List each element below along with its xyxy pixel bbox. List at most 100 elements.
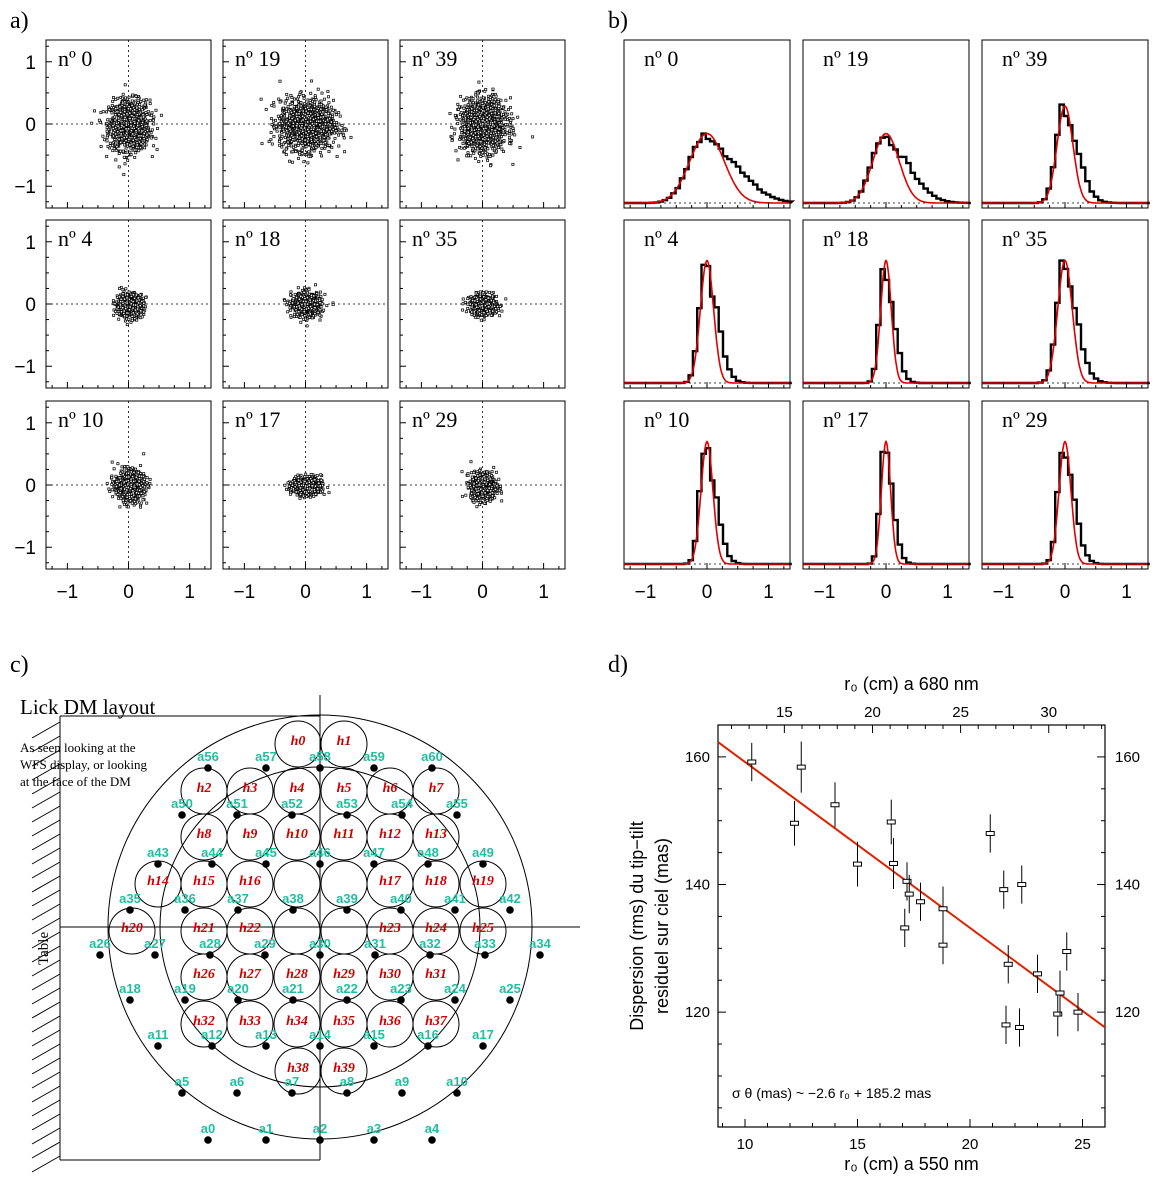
- subaperture-label: h24: [425, 921, 447, 936]
- actuator-label: a4: [425, 1121, 440, 1136]
- data-point: [747, 742, 757, 782]
- data-point: [904, 874, 914, 914]
- point-marker: [938, 906, 948, 912]
- histogram-steps: [982, 103, 1150, 205]
- subaperture-circle-center: [273, 860, 321, 908]
- data-point: [1001, 1005, 1011, 1045]
- point-marker: [916, 899, 925, 905]
- scatter-points: [90, 83, 163, 177]
- scatter-subplot: nº 10 −1 0 1 1 0 −1: [14, 400, 212, 603]
- subaperture-label: h26: [193, 967, 215, 982]
- actuator-label: a18: [119, 981, 141, 996]
- actuator-dot: [316, 860, 324, 868]
- point-marker: [1033, 971, 1042, 977]
- data-point: [985, 814, 995, 853]
- y-tick-label: 1: [25, 233, 36, 254]
- subaperture-circle: [226, 860, 274, 908]
- actuator-dot: [262, 1042, 270, 1050]
- actuator-dot: [208, 860, 216, 868]
- subaperture-label: h11: [333, 827, 354, 842]
- x-tick-label: 25: [1074, 1136, 1091, 1153]
- actuator-dot: [233, 1089, 241, 1097]
- actuator-label: a51: [226, 796, 248, 811]
- data-point: [938, 886, 948, 932]
- subaperture-circle: [412, 953, 460, 1001]
- histogram-steps: [624, 263, 792, 385]
- actuator-label: a16: [417, 1027, 439, 1042]
- actuator-label: a31: [364, 936, 386, 951]
- gaussian-fit-curve: [803, 439, 969, 565]
- actuator-label: a42: [499, 891, 521, 906]
- subaperture-label: h35: [333, 1014, 355, 1029]
- data-point: [1015, 1008, 1024, 1047]
- actuator-label: a13: [255, 1027, 277, 1042]
- scatter-subplot: nº 19: [222, 39, 389, 209]
- actuator-label: a36: [174, 891, 196, 906]
- actuator-dot: [316, 951, 324, 959]
- actuator-dot: [428, 764, 436, 772]
- actuator-label: a47: [363, 845, 385, 860]
- actuator-dot: [424, 860, 432, 868]
- actuator-label: a9: [395, 1074, 409, 1089]
- x-tick-label: 0: [123, 582, 134, 603]
- station-label: nº 18: [823, 226, 868, 251]
- actuator-label: a37: [227, 891, 249, 906]
- layout-note-line: WFS display, or looking: [20, 757, 147, 772]
- histogram-subplot: nº 19: [802, 39, 971, 209]
- station-label: nº 29: [1002, 407, 1047, 432]
- data-point: [1062, 932, 1072, 971]
- actuator-dot: [426, 951, 434, 959]
- point-marker: [796, 764, 806, 770]
- actuator-label: a60: [421, 749, 443, 764]
- scatter-subplot: nº 35: [399, 219, 566, 389]
- plot-frame: [717, 724, 1106, 1128]
- subaperture-label: h36: [379, 1014, 401, 1029]
- subaperture-circle: [273, 1000, 321, 1048]
- station-label: nº 19: [823, 46, 868, 71]
- subaperture-circle: [412, 813, 460, 861]
- point-marker: [938, 942, 948, 948]
- actuator-label: a48: [417, 845, 439, 860]
- subaperture-label: h16: [239, 874, 261, 889]
- histogram-steps: [624, 447, 792, 566]
- actuator-dot: [370, 1042, 378, 1050]
- y-tick-label: 0: [25, 476, 36, 497]
- actuator-dot: [343, 811, 351, 819]
- data-point: [886, 799, 896, 845]
- histogram-subplot: nº 39: [981, 39, 1150, 209]
- station-label: nº 10: [58, 407, 103, 432]
- actuator-dot: [316, 1042, 324, 1050]
- subaperture-label: h15: [193, 874, 215, 889]
- layout-title: Lick DM layout: [20, 695, 155, 719]
- actuator-label: a24: [444, 981, 466, 996]
- point-marker: [985, 830, 995, 836]
- x-tick-label: 1: [1121, 582, 1132, 603]
- subaperture-circle-center: [320, 860, 368, 908]
- actuator-label: a3: [367, 1121, 381, 1136]
- panel-label-a: a): [10, 8, 29, 34]
- station-label: nº 0: [58, 46, 92, 71]
- actuator-dot: [397, 996, 405, 1004]
- actuator-dot: [126, 906, 134, 914]
- actuator-dot: [343, 996, 351, 1004]
- data-point: [938, 926, 948, 965]
- subaperture-label: h34: [286, 1014, 308, 1029]
- data-point: [1055, 970, 1065, 1016]
- subaperture-label: h17: [379, 874, 402, 889]
- subaperture-label: h25: [472, 921, 494, 936]
- actuator-label: a53: [336, 796, 358, 811]
- actuator-label: a17: [472, 1027, 494, 1042]
- gaussian-fit-curve: [982, 259, 1148, 384]
- actuator-dot: [178, 811, 186, 819]
- actuator-dot: [371, 951, 379, 959]
- data-point: [853, 841, 862, 887]
- actuator-dot: [288, 1089, 296, 1097]
- y-tick-label: 1: [25, 53, 36, 74]
- top-tick-label: 20: [864, 704, 881, 721]
- histogram-subplot: nº 4: [623, 219, 792, 389]
- panel-a-scatter-grid: nº 0 1 0 −1 nº 19 nº 39 nº 4 1 0 −1 nº 18 nº 35 nº 1…: [14, 39, 566, 603]
- y-tick-label: 160: [685, 749, 710, 766]
- x-tick-label: −1: [411, 582, 433, 603]
- actuator-dot: [451, 996, 459, 1004]
- actuator-label: a22: [336, 981, 358, 996]
